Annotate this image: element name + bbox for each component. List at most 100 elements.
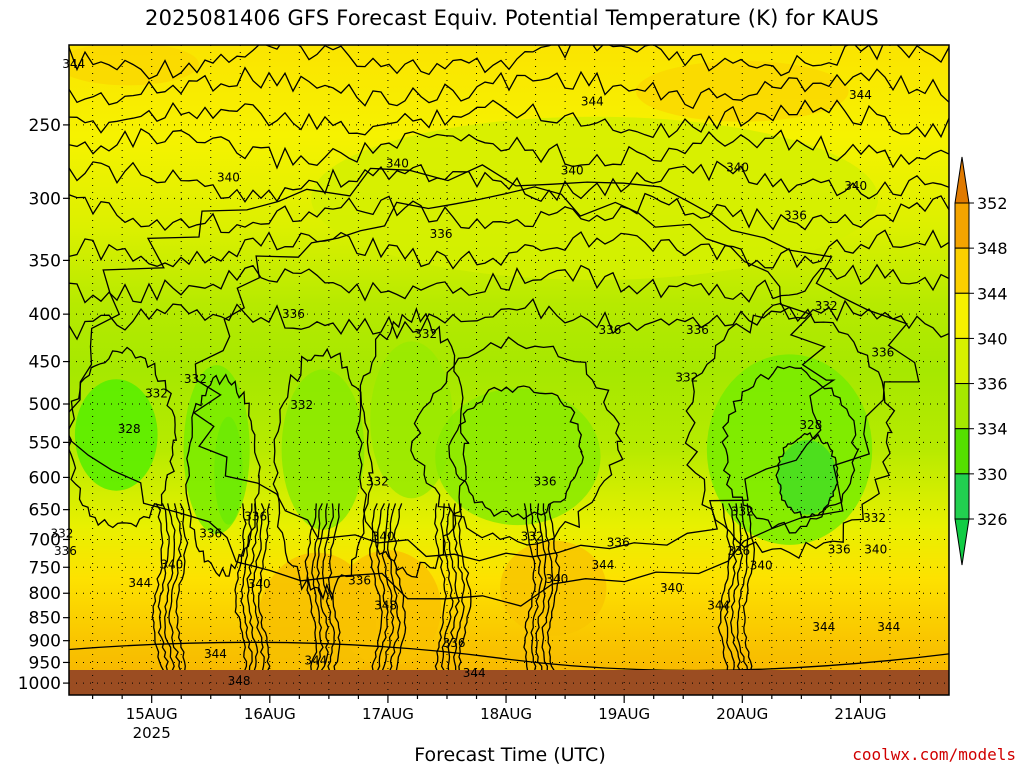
contour-label: 348 (374, 599, 397, 613)
field-patch (370, 341, 453, 499)
y-tick-label: 500 (29, 395, 61, 415)
field-patch (183, 365, 250, 535)
contour-line (440, 503, 454, 672)
colorbar-tick-label: 334 (977, 420, 1008, 439)
colorbar-tick-label: 344 (977, 284, 1008, 303)
y-tick-label: 600 (29, 468, 61, 488)
field-patch (74, 379, 158, 491)
contour-line (251, 503, 265, 671)
y-tick-label: 700 (29, 530, 61, 550)
contour-label: 340 (561, 164, 584, 178)
contour-label: 340 (545, 572, 568, 586)
contour-line (736, 503, 749, 671)
contour-label: 344 (581, 95, 604, 109)
contour-loop (69, 164, 920, 607)
field-patch (500, 540, 607, 636)
contour-line (168, 503, 182, 672)
contour-line (69, 192, 949, 234)
contour-label: 336 (430, 227, 453, 241)
contour-label: 344 (62, 57, 85, 71)
field-patch (777, 440, 837, 515)
contour-label: 340 (864, 543, 887, 557)
field-patch (635, 60, 849, 122)
contour-loop (185, 373, 261, 578)
contour-label: 344 (707, 599, 730, 613)
contour-label: 336 (54, 544, 77, 558)
contour-label: 344 (812, 620, 835, 634)
contour-line (304, 503, 318, 671)
x-tick-sublabel: 2025 (133, 724, 171, 740)
contour-label: 344 (849, 88, 872, 102)
contour-label: 340 (248, 577, 271, 591)
contour-label: 332 (675, 370, 698, 384)
y-tick-label: 650 (29, 501, 61, 521)
contour-line (327, 503, 341, 671)
contour-label: 348 (228, 674, 251, 688)
contour-line (157, 503, 170, 671)
contour-line (369, 503, 383, 671)
colorbar-tick-label: 348 (977, 239, 1008, 258)
colorbar-segment (954, 292, 970, 339)
colorbar-segment (954, 428, 970, 475)
colorbar-over-arrow (954, 156, 970, 204)
contour-label: 340 (386, 156, 409, 170)
y-tick-label: 400 (29, 305, 61, 325)
chart-title: 2025081406 GFS Forecast Equiv. Potential… (145, 6, 879, 30)
contour-label: 336 (727, 544, 750, 558)
contour-label: 336 (244, 509, 267, 523)
contour-label: 336 (871, 346, 894, 360)
contour-loop (192, 186, 836, 562)
colorbar-tick-label: 352 (977, 194, 1008, 213)
colorbar-segment (954, 383, 970, 430)
contour-label: 344 (463, 666, 486, 680)
contour-loop (684, 306, 896, 560)
y-tick-label: 800 (29, 584, 61, 604)
contour-label: 336 (348, 573, 371, 587)
contour-label: 340 (844, 179, 867, 193)
contour-loop (355, 306, 470, 578)
y-tick-label: 1000 (18, 674, 61, 694)
contour-line (69, 99, 949, 139)
contour-line (717, 503, 732, 671)
contour-label: 344 (591, 558, 614, 572)
contour-label: 332 (815, 299, 838, 313)
contour-line (546, 503, 561, 672)
contour-label: 332 (145, 386, 168, 400)
contour-line (316, 503, 330, 672)
y-tick-label: 350 (29, 251, 61, 271)
field-patch (281, 369, 365, 530)
x-axis-title: Forecast Time (UTC) (414, 744, 606, 766)
contour-loop (775, 431, 839, 519)
plot-frame (68, 44, 950, 696)
contour-label: 336 (599, 323, 622, 337)
contour-label: 328 (118, 422, 141, 436)
contour-label: 336 (534, 474, 557, 488)
contour-line (69, 641, 949, 672)
contour-label: 336 (784, 208, 807, 222)
contour-line (69, 229, 949, 270)
contour-line (246, 503, 259, 672)
contour-label: 340 (217, 171, 240, 185)
colorbar: 352 348 344 340 336 334 330 326 (954, 156, 1008, 566)
x-tick-label: 15AUG (126, 705, 178, 723)
contour-label: 344 (204, 647, 227, 661)
contour-label: 332 (521, 530, 544, 544)
contour-loop (448, 385, 584, 520)
contour-label: 332 (184, 372, 207, 386)
contour-line (69, 263, 949, 304)
contour-label: 332 (50, 527, 73, 541)
contour-line (434, 503, 447, 672)
y-tick-label: 750 (29, 558, 61, 578)
contour-line (446, 503, 460, 671)
contour-line (541, 503, 554, 671)
x-tick-label: 17AUG (362, 705, 414, 723)
contour-label: 344 (128, 576, 151, 590)
contour-line (164, 503, 176, 672)
contour-label: 340 (372, 530, 395, 544)
contour-line (69, 45, 949, 80)
colorbar-tick-label: 340 (977, 329, 1008, 348)
